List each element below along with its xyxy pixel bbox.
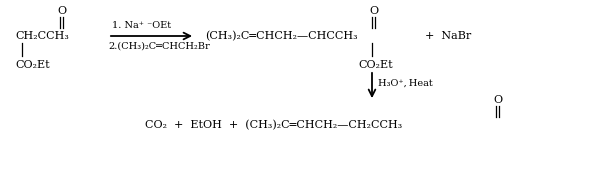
Text: O: O bbox=[493, 95, 503, 105]
Text: O: O bbox=[57, 6, 67, 16]
Text: +  NaBr: + NaBr bbox=[425, 31, 471, 41]
Text: 1. Na⁺ ⁻OEt: 1. Na⁺ ⁻OEt bbox=[112, 20, 171, 30]
Text: CO₂Et: CO₂Et bbox=[358, 60, 392, 70]
Text: CO₂  +  EtOH  +  (CH₃)₂C═CHCH₂—CH₂CCH₃: CO₂ + EtOH + (CH₃)₂C═CHCH₂—CH₂CCH₃ bbox=[145, 120, 402, 130]
Text: CO₂Et: CO₂Et bbox=[15, 60, 50, 70]
Text: (CH₃)₂C═CHCH₂—CHCCH₃: (CH₃)₂C═CHCH₂—CHCCH₃ bbox=[205, 31, 358, 41]
Text: O: O bbox=[370, 6, 379, 16]
Text: CH₂CCH₃: CH₂CCH₃ bbox=[15, 31, 69, 41]
Text: H₃O⁺, Heat: H₃O⁺, Heat bbox=[378, 79, 433, 88]
Text: 2.(CH₃)₂C═CHCH₂Br: 2.(CH₃)₂C═CHCH₂Br bbox=[108, 42, 210, 51]
